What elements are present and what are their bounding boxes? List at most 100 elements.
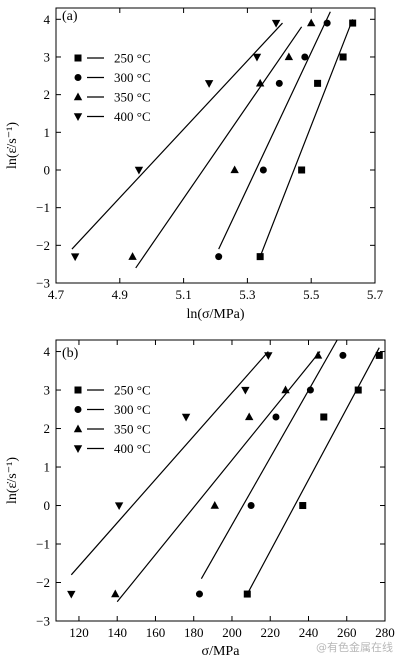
x-tick-label: 260 [337, 625, 357, 640]
data-point-circle [259, 166, 267, 174]
data-point-triangle-up [281, 385, 290, 394]
y-tick-label: 0 [44, 498, 51, 513]
x-tick-label: 5.7 [367, 287, 384, 302]
legend-marker-triangle-up [73, 92, 83, 101]
chart-panel-a: 4.7 4.9 5.1 5.3 5.5 5.7 −3 −2 −1 0 1 2 3 4 ln(σ/MPa) ln… [5, 7, 384, 322]
data-point-triangle-down [241, 386, 250, 395]
x-tick-label: 280 [375, 625, 395, 640]
x-tick-label: 160 [146, 625, 166, 640]
x-tick-label: 220 [260, 625, 280, 640]
data-point-circle [195, 590, 203, 598]
data-point-triangle-up [313, 350, 323, 359]
y-axis-label: ln(ε̇/s⁻¹) [5, 122, 20, 169]
y-tick-label: 1 [44, 125, 51, 140]
y-tick-label: 4 [44, 12, 51, 27]
legend-label: 400 °C [114, 109, 151, 124]
y-tick-label: −2 [36, 238, 50, 253]
data-point-triangle-down [264, 352, 273, 360]
data-point-circle [323, 19, 331, 27]
data-point-square [339, 53, 347, 61]
x-tick-label: 4.7 [48, 287, 65, 302]
y-tick-label: −1 [36, 537, 50, 552]
y-tick-label: −2 [36, 575, 50, 590]
data-point-triangle-up [210, 501, 219, 509]
legend-marker-circle [74, 406, 82, 413]
plot-frame [55, 339, 386, 622]
data-point-circle [272, 413, 280, 421]
y-tick-label: 2 [44, 421, 51, 436]
data-point-triangle-up [128, 252, 137, 260]
data-point-circle [247, 502, 255, 510]
data-point-square [320, 413, 328, 421]
legend-marker-triangle-up [73, 424, 83, 433]
legend-label: 350 °C [114, 90, 151, 105]
legend-marker-triangle-down [73, 445, 83, 453]
fit-line-circle [200, 339, 338, 579]
x-tick-label: 180 [184, 625, 204, 640]
data-point-triangle-down [271, 19, 281, 28]
x-tick-label: 5.1 [175, 287, 191, 302]
legend-marker-triangle-down [73, 113, 83, 121]
data-point-circle [215, 253, 223, 261]
data-point-triangle-up [244, 412, 254, 421]
fit-line-circle [218, 11, 331, 250]
panel-label: (b) [62, 346, 79, 361]
legend-marker-square [74, 54, 82, 62]
data-point-square [375, 351, 383, 359]
y-tick-label: 0 [44, 162, 51, 177]
y-tick-label: 3 [44, 49, 51, 64]
legend-label: 250 °C [114, 383, 151, 398]
data-point-triangle-down [114, 502, 124, 511]
fit-line-triangle-down [70, 351, 269, 576]
y-tick-label: 2 [44, 87, 51, 102]
x-axis-label: ln(σ/MPa) [186, 307, 244, 322]
y-tick-label: 4 [44, 344, 51, 359]
data-point-square [354, 386, 362, 394]
x-tick-label: 5.5 [303, 287, 319, 302]
legend-label: 300 °C [114, 70, 151, 85]
data-point-triangle-down [70, 253, 80, 262]
watermark: @有色金属在线 [316, 640, 393, 654]
y-axis-label: ln(ε̇/s⁻¹) [5, 457, 20, 504]
data-point-triangle-up [255, 78, 265, 87]
legend-label: 300 °C [114, 402, 151, 417]
chart-panel-b: 120 140 160 180 200 220 240 260 280 −3 −2 −1 0 1 2 3 4 σ/… [5, 339, 395, 658]
fit-line-triangle-down [71, 22, 283, 250]
y-tick-label: 1 [44, 460, 51, 475]
x-tick-label: 5.3 [239, 287, 255, 302]
data-point-circle [306, 386, 314, 394]
data-point-square [299, 502, 307, 510]
data-point-square [314, 79, 322, 87]
y-tick-label: 3 [44, 383, 51, 398]
fit-line-square [246, 347, 380, 595]
panel-label: (a) [62, 9, 78, 24]
data-point-triangle-down [252, 53, 262, 62]
data-point-square [243, 590, 251, 598]
fit-line-triangle-up [135, 26, 303, 269]
legend-label: 350 °C [114, 422, 151, 437]
x-tick-label: 200 [222, 625, 242, 640]
legend-label: 400 °C [114, 441, 151, 456]
x-tick-label: 240 [299, 625, 319, 640]
plot-frame [55, 7, 376, 284]
data-point-circle [301, 53, 309, 61]
fit-line-triangle-up [116, 351, 321, 603]
data-point-triangle-up [230, 165, 239, 174]
x-tick-label: 4.9 [112, 287, 128, 302]
legend-marker-square [74, 386, 82, 394]
data-point-circle [339, 351, 347, 359]
data-point-triangle-down [134, 166, 144, 175]
legend-marker-circle [74, 74, 82, 81]
data-point-circle [275, 79, 283, 87]
legend-label: 250 °C [114, 51, 151, 66]
data-point-square [349, 19, 357, 27]
x-tick-label: 140 [107, 625, 127, 640]
x-axis-label: σ/MPa [202, 644, 241, 658]
data-point-triangle-up [284, 52, 294, 61]
data-point-triangle-up [111, 589, 120, 598]
fit-line-square [259, 19, 354, 257]
x-tick-label: 120 [69, 625, 89, 640]
y-tick-label: −1 [36, 200, 50, 215]
data-point-triangle-down [204, 80, 214, 88]
